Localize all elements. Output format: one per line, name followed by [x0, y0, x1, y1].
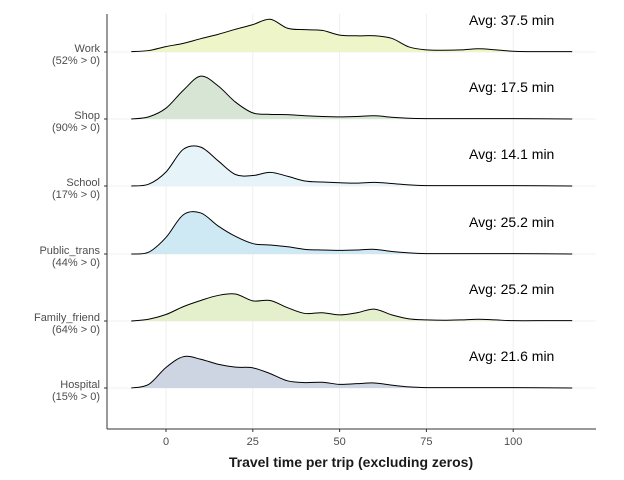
x-axis-title: Travel time per trip (excluding zeros)	[229, 454, 473, 470]
ridge-outline-shop	[131, 75, 573, 120]
category-label-public-trans: Public_trans	[39, 245, 100, 257]
avg-label-family-friend: Avg: 25.2 min	[469, 281, 554, 297]
ridge-family-friend	[131, 293, 573, 322]
x-tick-label: 100	[504, 436, 522, 448]
ridge-fill-hospital	[131, 356, 573, 388]
ridge-work	[131, 18, 573, 53]
ridge-public-trans	[131, 211, 573, 255]
x-tick-label: 50	[333, 436, 345, 448]
category-label-hospital: Hospital	[60, 379, 100, 391]
ridge-fill-shop	[131, 76, 573, 119]
category-label-work: Work	[75, 43, 101, 55]
ridge-school	[131, 145, 573, 187]
avg-label-shop: Avg: 17.5 min	[469, 79, 554, 95]
category-share-public-trans: (44% > 0)	[52, 257, 100, 269]
category-label-shop: Shop	[74, 110, 100, 122]
category-share-shop: (90% > 0)	[52, 122, 100, 134]
ridges	[131, 18, 573, 389]
average-labels: Avg: 37.5 min Avg: 17.5 min Avg: 14.1 min A…	[469, 12, 554, 364]
category-labels: Work(52% > 0) Shop(90% > 0) School(17% > 0…	[34, 43, 107, 403]
ridge-outline-work	[131, 18, 573, 53]
x-tick-label: 0	[163, 436, 169, 448]
avg-label-hospital: Avg: 21.6 min	[469, 348, 554, 364]
x-tick-label: 25	[247, 436, 259, 448]
ridge-hospital	[131, 355, 573, 389]
avg-label-school: Avg: 14.1 min	[469, 146, 554, 162]
ridge-outline-public-trans	[131, 211, 573, 255]
ridge-outline-school	[131, 145, 573, 187]
ridge-fill-public-trans	[131, 211, 573, 255]
ridge-fill-family-friend	[131, 293, 573, 321]
ridge-fill-work	[131, 19, 573, 52]
category-share-school: (17% > 0)	[52, 189, 100, 201]
category-label-school: School	[66, 177, 100, 189]
x-tick-label: 75	[420, 436, 432, 448]
category-share-work: (52% > 0)	[52, 55, 100, 67]
category-share-hospital: (15% > 0)	[52, 391, 100, 403]
avg-label-public-trans: Avg: 25.2 min	[469, 214, 554, 230]
category-share-family-friend: (64% > 0)	[52, 324, 100, 336]
x-ticks: 0 25 50 75 100	[163, 429, 522, 448]
ridge-shop	[131, 75, 573, 120]
category-label-family-friend: Family_friend	[34, 312, 100, 324]
ridge-outline-hospital	[131, 355, 573, 389]
axes	[106, 14, 596, 430]
ridge-outline-family-friend	[131, 293, 573, 322]
avg-label-work: Avg: 37.5 min	[469, 12, 554, 28]
